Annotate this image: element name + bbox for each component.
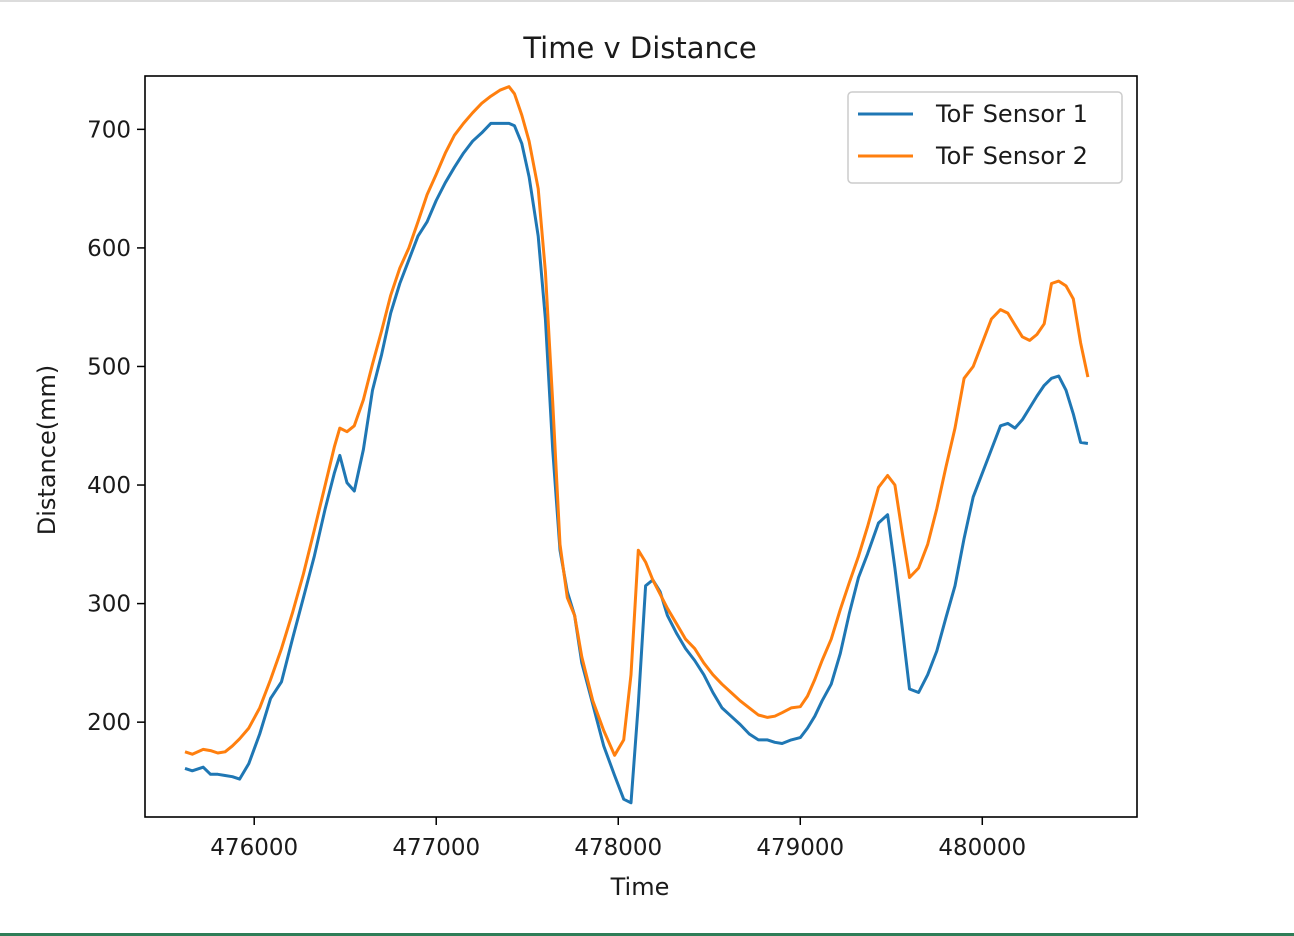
x-tick-label: 480000 bbox=[938, 835, 1026, 861]
plot-area-frame bbox=[144, 75, 1138, 818]
chart-title: Time v Distance bbox=[522, 31, 756, 65]
y-axis-ticks: 200 300 400 500 600 700 bbox=[87, 117, 145, 736]
y-tick-label: 200 bbox=[87, 710, 131, 736]
x-axis-label: Time bbox=[610, 873, 670, 901]
legend-box bbox=[847, 91, 1123, 184]
series-lines bbox=[184, 85, 1090, 805]
x-tick-label: 476000 bbox=[210, 835, 298, 861]
y-tick-label: 500 bbox=[87, 354, 131, 380]
series-line-tof-sensor-2 bbox=[184, 85, 1090, 757]
legend: ToF Sensor 1 ToF Sensor 2 bbox=[847, 91, 1123, 184]
top-border bbox=[0, 0, 1294, 2]
y-axis-label: Distance(mm) bbox=[33, 365, 61, 535]
x-tick-label: 479000 bbox=[756, 835, 844, 861]
legend-label-tof-sensor-1: ToF Sensor 1 bbox=[935, 100, 1088, 128]
y-tick-label: 700 bbox=[87, 117, 131, 143]
legend-label-tof-sensor-2: ToF Sensor 2 bbox=[935, 142, 1088, 170]
x-axis-ticks: 476000 477000 478000 479000 480000 bbox=[210, 817, 1026, 861]
x-tick-label: 478000 bbox=[574, 835, 662, 861]
y-tick-label: 300 bbox=[87, 592, 131, 618]
x-tick-label: 477000 bbox=[392, 835, 480, 861]
y-tick-label: 600 bbox=[87, 236, 131, 262]
bottom-border bbox=[0, 933, 1294, 936]
series-line-tof-sensor-1 bbox=[184, 121, 1089, 805]
y-tick-label: 400 bbox=[87, 473, 131, 499]
